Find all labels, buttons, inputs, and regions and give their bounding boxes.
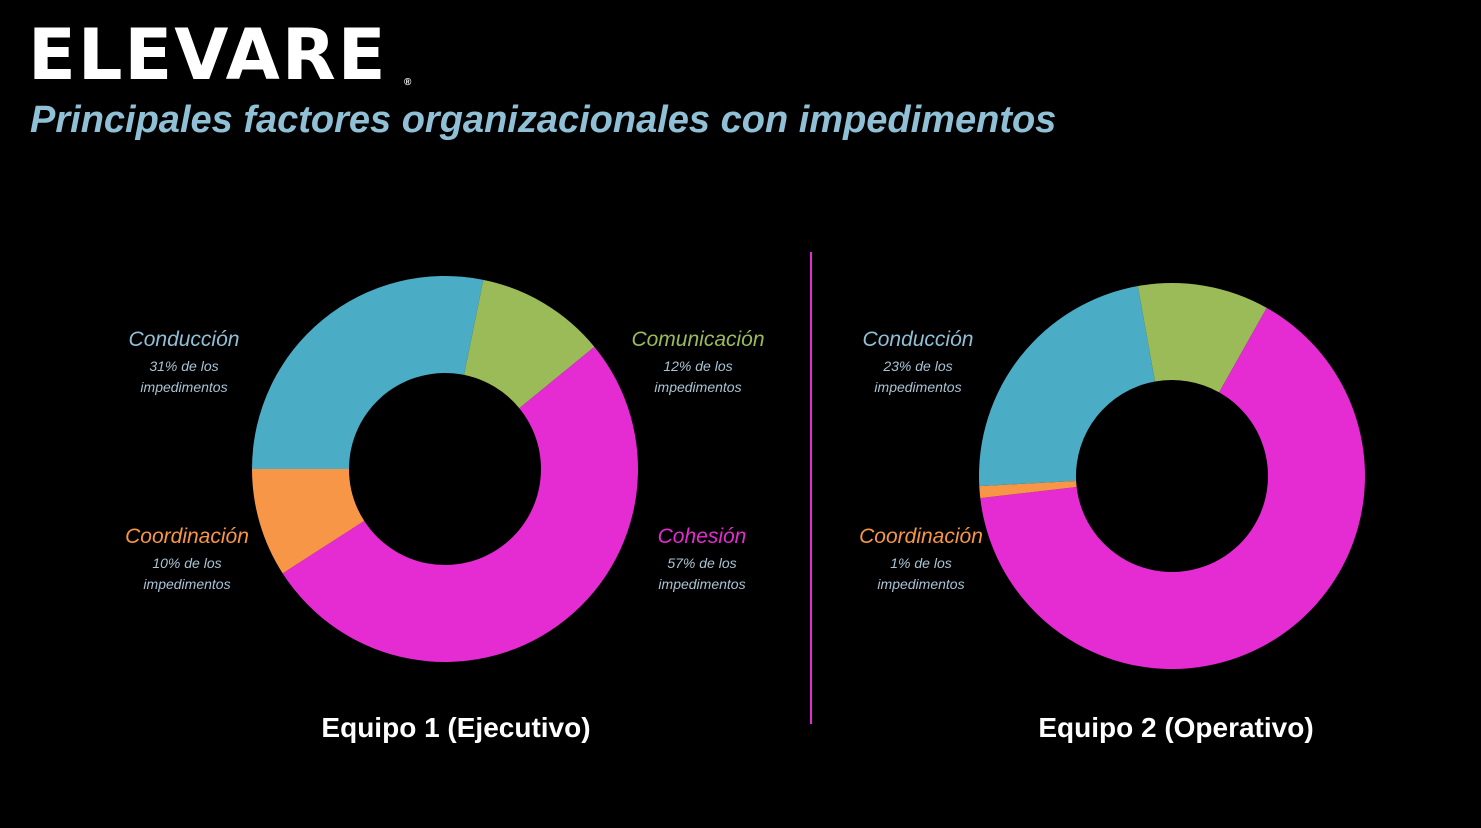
label-unit: impedimentos [658, 576, 746, 593]
label-name: Conducción [128, 328, 240, 351]
label-name: Coordinación [125, 525, 249, 548]
label-name: Coordinación [859, 525, 983, 548]
chart-divider [810, 252, 812, 724]
chart-title-team-1: Equipo 1 (Ejecutivo) [321, 712, 591, 743]
label-unit: impedimentos [877, 576, 965, 593]
label-unit: impedimentos [140, 379, 228, 396]
donut-chart-team-2 [979, 283, 1365, 669]
label-pct: 31% de los [149, 358, 219, 375]
label-pct: 10% de los [152, 555, 222, 572]
slice-coordinacion [979, 481, 1077, 499]
label-conduccion-team-1: Conducción 31% de los impedimentos [84, 327, 284, 398]
chart-title-team-2: Equipo 2 (Operativo) [1038, 712, 1314, 743]
registered-mark: ® [404, 77, 412, 88]
label-coordinacion-team-2: Coordinación 1% de los impedimentos [821, 524, 1021, 595]
label-name: Comunicación [631, 328, 765, 351]
label-unit: impedimentos [654, 379, 742, 396]
slice-cohesion [980, 307, 1365, 669]
label-cohesion-team-1: Cohesión 57% de los impedimentos [602, 524, 802, 595]
label-name: Cohesión [657, 525, 747, 548]
brand-logo: ELEVARE [28, 14, 388, 96]
slice-cohesion [282, 346, 638, 662]
slice-comunicacion [1137, 283, 1267, 393]
label-comunicacion-team-1: Comunicación 12% de los impedimentos [598, 327, 798, 398]
slice-conduccion [252, 276, 484, 469]
page-title: Principales factores organizacionales co… [30, 99, 1057, 141]
slice-coordinacion [252, 469, 365, 574]
slice-comunicacion [464, 279, 595, 409]
label-unit: impedimentos [874, 379, 962, 396]
slice-conduccion [979, 286, 1155, 487]
label-name: Conducción [862, 328, 974, 351]
label-conduccion-team-2: Conducción 23% de los impedimentos [818, 327, 1018, 398]
donut-chart-team-1 [252, 276, 638, 662]
label-pct: 23% de los [883, 358, 953, 375]
label-pct: 12% de los [663, 358, 733, 375]
label-coordinacion-team-1: Coordinación 10% de los impedimentos [87, 524, 287, 595]
label-pct: 57% de los [667, 555, 737, 572]
label-pct: 1% de los [890, 555, 952, 572]
label-unit: impedimentos [143, 576, 231, 593]
